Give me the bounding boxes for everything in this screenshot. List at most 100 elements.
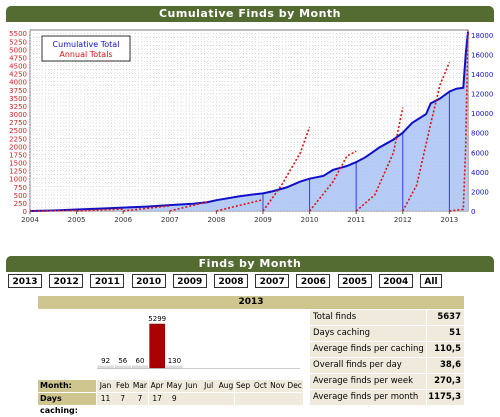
y-right-tick-7: 14000: [471, 71, 493, 79]
y-right-tick-6: 12000: [471, 91, 493, 99]
year-tab-2011[interactable]: 2011: [90, 274, 125, 288]
month-value-feb: 56: [118, 357, 127, 365]
x-tick-5: 2009: [254, 216, 272, 224]
days-caching-dec: [286, 393, 304, 405]
annual-total-segment-7: [355, 107, 404, 212]
y-left-tick-8: 2000: [9, 143, 27, 151]
selected-year-label: 2013: [238, 297, 264, 307]
y-left-tick-6: 1500: [9, 160, 27, 168]
year-tab-2005[interactable]: 2005: [337, 274, 372, 288]
month-label-sep: Sep: [234, 380, 252, 392]
y-left-tick-19: 4750: [9, 54, 27, 62]
stat-row-3: Overall finds per day 38,6: [310, 358, 464, 374]
month-bar-mar: [132, 365, 148, 369]
stat-value: 51: [427, 326, 464, 341]
y-left-tick-9: 2250: [9, 135, 27, 143]
days-caching-sep: [234, 393, 252, 405]
finds-by-month-banner: Finds by Month: [6, 256, 494, 272]
days-caching-mar: 7: [131, 393, 149, 405]
month-row-label: Month:: [38, 380, 96, 392]
selected-year-heading: 2013: [38, 296, 464, 309]
stat-value: 5637: [427, 310, 464, 325]
month-label-jul: Jul: [200, 380, 218, 392]
month-label-jan: Jan: [97, 380, 114, 392]
monthly-bar-chart: 92 56 60 5299 130: [97, 315, 300, 369]
x-tick-6: 2010: [301, 216, 319, 224]
finds-by-month-title: Finds by Month: [198, 257, 302, 270]
days-row-label: Days caching:: [38, 393, 96, 415]
stat-row-1: Days caching 51: [310, 326, 464, 342]
days-caching-jul: [200, 393, 218, 405]
y-left-tick-22: 5500: [9, 30, 27, 38]
days-caching-aug: [217, 393, 235, 405]
year-tab-2007[interactable]: 2007: [255, 274, 290, 288]
month-label-aug: Aug: [217, 380, 235, 392]
y-left-tick-11: 2750: [9, 119, 27, 127]
stat-label: Average finds per week: [310, 374, 426, 389]
stat-value: 1175,3: [427, 390, 464, 405]
x-tick-3: 2007: [161, 216, 179, 224]
chart-title-banner: Cumulative Finds by Month: [6, 6, 494, 22]
stat-row-2: Average finds per caching day110,5: [310, 342, 464, 369]
month-bar-apr: [149, 323, 166, 369]
y-left-tick-0: 0: [23, 208, 27, 216]
y-left-tick-3: 750: [14, 184, 27, 192]
stat-row-0: Total finds 5637: [310, 310, 464, 326]
month-value-may: 130: [168, 357, 181, 365]
month-bar-feb: [114, 365, 131, 369]
y-left-tick-5: 1250: [9, 168, 27, 176]
days-caching-oct: [251, 393, 269, 405]
month-value-apr: 5299: [148, 315, 166, 323]
y-right-tick-8: 16000: [471, 51, 493, 59]
year-tab-2012[interactable]: 2012: [49, 274, 84, 288]
days-caching-apr: 17: [148, 393, 166, 405]
stat-label: Days caching: [310, 326, 426, 341]
days-caching-feb: 7: [114, 393, 132, 405]
y-right-tick-5: 10000: [471, 110, 493, 118]
x-tick-8: 2012: [394, 216, 412, 224]
year-tab-2010[interactable]: 2010: [131, 274, 166, 288]
y-right-tick-2: 4000: [471, 169, 489, 177]
stat-row-4: Average finds per week 270,3: [310, 374, 464, 390]
y-left-tick-18: 4500: [9, 63, 27, 71]
stat-label: Average finds per month: [310, 390, 426, 405]
x-tick-0: 2004: [21, 216, 39, 224]
year-tab-2004[interactable]: 2004: [378, 274, 413, 288]
annual-total-segment-9: [449, 30, 469, 212]
y-left-tick-20: 5000: [9, 46, 27, 54]
month-label-oct: Oct: [251, 380, 269, 392]
chart-title: Cumulative Finds by Month: [158, 7, 342, 20]
y-left-tick-14: 3500: [9, 95, 27, 103]
y-right-tick-9: 18000: [471, 32, 493, 40]
cumulative-total-line: [29, 31, 469, 212]
stat-label: Overall finds per day: [310, 358, 426, 373]
x-tick-4: 2008: [207, 216, 225, 224]
month-bar-may: [166, 365, 183, 369]
stat-value: 110,5: [427, 342, 464, 357]
y-left-tick-2: 500: [14, 192, 27, 200]
year-tab-2006[interactable]: 2006: [296, 274, 331, 288]
x-tick-2: 2006: [114, 216, 132, 224]
year-tab-2009[interactable]: 2009: [172, 274, 207, 288]
year-tab-all[interactable]: All: [420, 274, 442, 288]
stat-value: 38,6: [427, 358, 464, 373]
y-left-tick-16: 4000: [9, 79, 27, 87]
month-label-mar: Mar: [131, 380, 149, 392]
year-tab-2008[interactable]: 2008: [214, 274, 248, 288]
month-label-feb: Feb: [114, 380, 132, 392]
x-tick-1: 2005: [68, 216, 86, 224]
y-right-tick-0: 0: [471, 208, 475, 216]
month-bar-jan: [97, 365, 114, 369]
y-left-tick-17: 4250: [9, 71, 27, 79]
y-right-tick-4: 8000: [471, 130, 489, 138]
y-right-tick-3: 6000: [471, 149, 489, 157]
year-tab-2013[interactable]: 2013: [8, 274, 42, 288]
month-label-apr: Apr: [148, 380, 166, 392]
annual-total-segment-8: [402, 61, 451, 212]
stat-row-5: Average finds per month 1175,3: [310, 390, 464, 406]
month-label-dec: Dec: [286, 380, 304, 392]
days-caching-nov: [269, 393, 286, 405]
days-caching-jan: 11: [97, 393, 114, 405]
y-left-tick-21: 5250: [9, 38, 27, 46]
